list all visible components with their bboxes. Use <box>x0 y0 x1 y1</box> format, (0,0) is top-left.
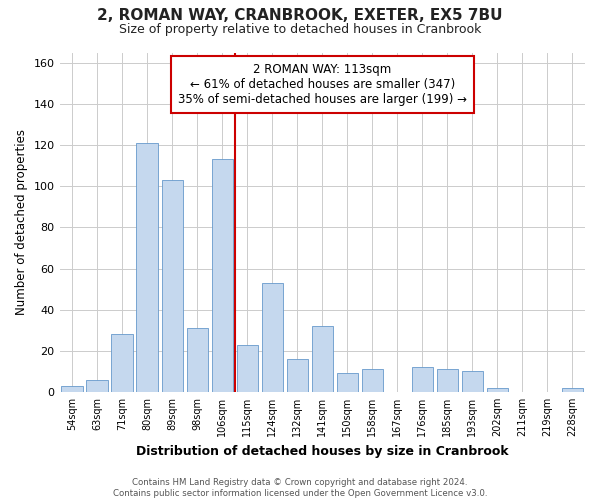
Bar <box>412 367 433 392</box>
Bar <box>61 386 83 392</box>
Text: Size of property relative to detached houses in Cranbrook: Size of property relative to detached ho… <box>119 22 481 36</box>
Bar <box>86 380 108 392</box>
Bar <box>262 283 283 392</box>
Bar <box>487 388 508 392</box>
Bar <box>462 372 483 392</box>
Bar <box>287 359 308 392</box>
Y-axis label: Number of detached properties: Number of detached properties <box>15 129 28 315</box>
Bar <box>212 160 233 392</box>
Bar <box>311 326 333 392</box>
Text: 2 ROMAN WAY: 113sqm
← 61% of detached houses are smaller (347)
35% of semi-detac: 2 ROMAN WAY: 113sqm ← 61% of detached ho… <box>178 62 467 106</box>
Bar <box>362 370 383 392</box>
Bar <box>437 370 458 392</box>
Text: Contains HM Land Registry data © Crown copyright and database right 2024.
Contai: Contains HM Land Registry data © Crown c… <box>113 478 487 498</box>
Text: 2, ROMAN WAY, CRANBROOK, EXETER, EX5 7BU: 2, ROMAN WAY, CRANBROOK, EXETER, EX5 7BU <box>97 8 503 22</box>
Bar <box>136 143 158 392</box>
Bar <box>187 328 208 392</box>
Bar <box>236 344 258 392</box>
Bar <box>161 180 183 392</box>
X-axis label: Distribution of detached houses by size in Cranbrook: Distribution of detached houses by size … <box>136 444 509 458</box>
Bar <box>562 388 583 392</box>
Bar <box>337 374 358 392</box>
Bar <box>112 334 133 392</box>
